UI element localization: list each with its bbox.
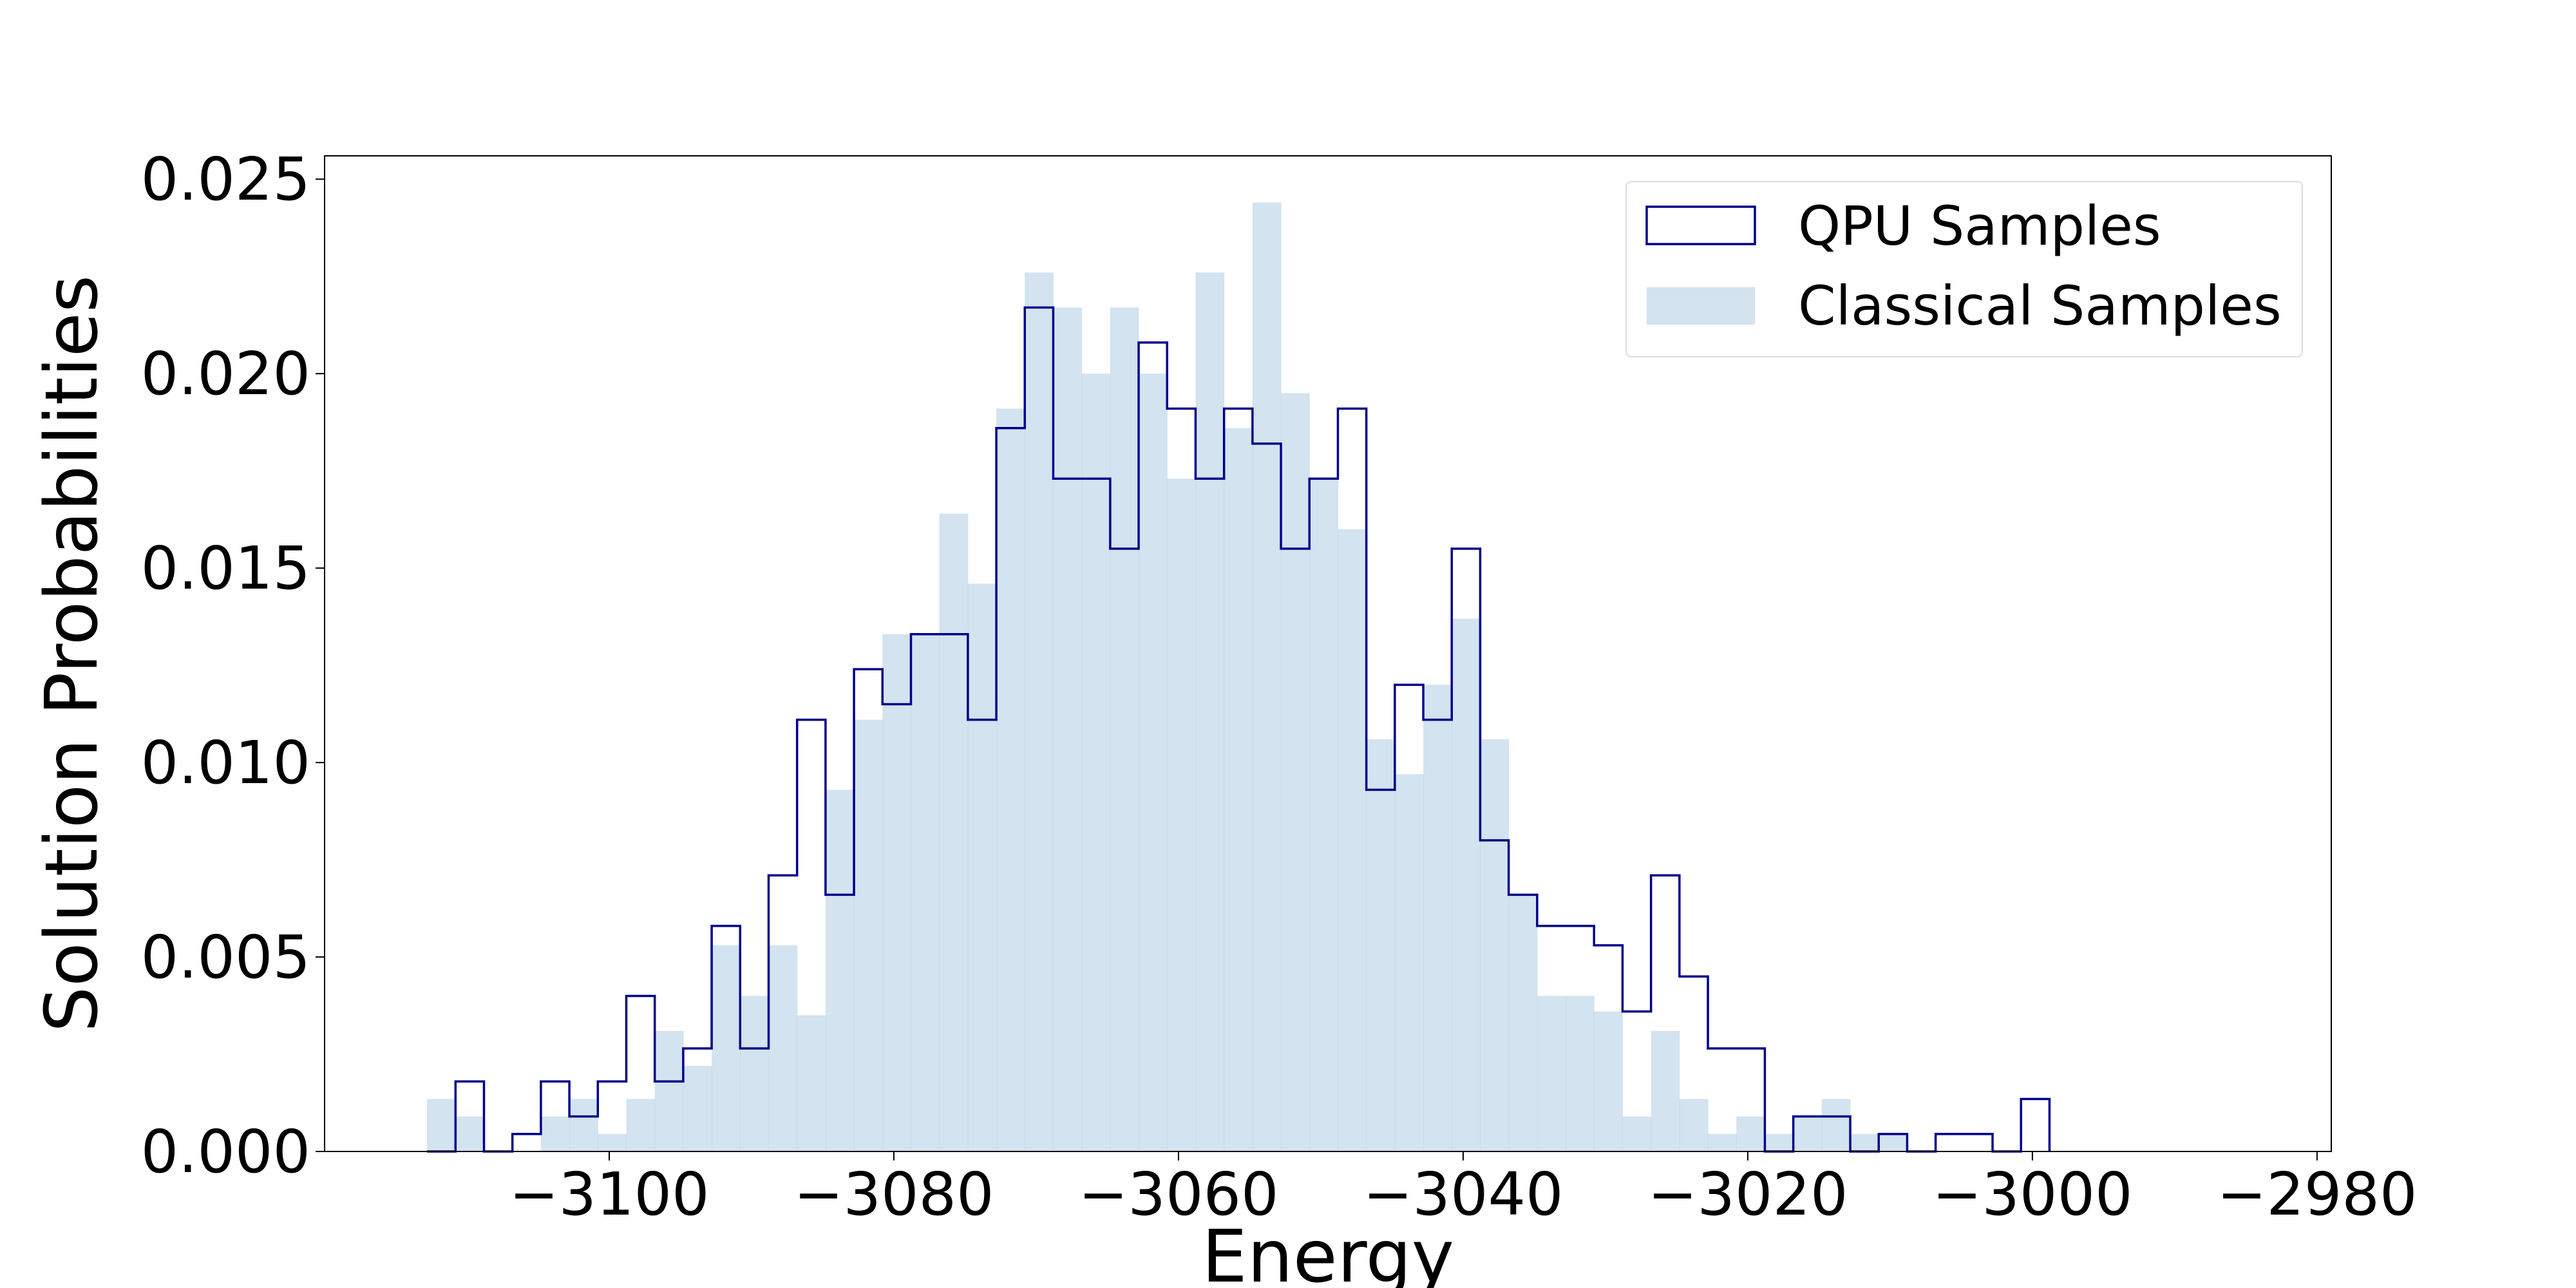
y-tick-label: 0.025 bbox=[141, 145, 310, 214]
classical-bar bbox=[1622, 1116, 1652, 1151]
y-tick-label: 0.000 bbox=[141, 1117, 310, 1186]
classical-bar bbox=[1736, 1116, 1765, 1151]
classical-bar bbox=[1708, 1133, 1737, 1151]
classical-bar bbox=[768, 945, 798, 1151]
classical-bar bbox=[967, 583, 997, 1151]
y-tick-label: 0.020 bbox=[141, 339, 310, 408]
x-tick-label: −3100 bbox=[509, 1160, 709, 1229]
classical-bar bbox=[712, 945, 741, 1151]
classical-bar bbox=[1679, 1099, 1709, 1151]
classical-bar bbox=[1252, 202, 1282, 1151]
classical-bar bbox=[1110, 307, 1139, 1151]
classical-bar bbox=[1394, 774, 1424, 1151]
classical-bar bbox=[1879, 1133, 1908, 1151]
y-tick-label: 0.015 bbox=[141, 534, 310, 603]
classical-bar bbox=[911, 634, 940, 1151]
classical-bar bbox=[1594, 1011, 1623, 1151]
x-tick-label: −3020 bbox=[1647, 1160, 1848, 1229]
classical-bar bbox=[1309, 478, 1338, 1151]
classical-bar bbox=[825, 790, 855, 1151]
classical-bar bbox=[598, 1133, 627, 1151]
classical-bar bbox=[1821, 1099, 1851, 1151]
classical-samples-bars bbox=[427, 202, 1908, 1151]
x-tick-label: −3040 bbox=[1363, 1160, 1563, 1229]
x-axis: −3100 −3080 −3060 −3040 −3020 −3000 −2980 bbox=[509, 1151, 2418, 1229]
classical-bar bbox=[683, 1066, 712, 1151]
classical-bar bbox=[1537, 996, 1566, 1151]
classical-bar bbox=[1423, 685, 1452, 1151]
y-axis: 0.000 0.005 0.010 0.015 0.020 0.025 bbox=[141, 145, 325, 1186]
x-tick-label: −2980 bbox=[2217, 1160, 2417, 1229]
classical-bar bbox=[996, 408, 1025, 1151]
classical-bar bbox=[939, 513, 969, 1151]
classical-bar bbox=[1195, 272, 1225, 1151]
classical-bar bbox=[1338, 529, 1367, 1151]
classical-bar bbox=[1452, 618, 1481, 1151]
classical-bar bbox=[1224, 428, 1253, 1151]
y-axis-title: Solution Probabilities bbox=[30, 275, 114, 1032]
classical-bar bbox=[427, 1099, 456, 1151]
classical-bar bbox=[654, 1030, 684, 1151]
classical-bar bbox=[540, 1116, 570, 1151]
classical-bar bbox=[1025, 272, 1054, 1151]
classical-bar bbox=[1139, 374, 1168, 1151]
classical-bar bbox=[1366, 739, 1396, 1151]
classical-bar bbox=[1850, 1133, 1879, 1151]
legend-swatch-classical bbox=[1647, 287, 1755, 325]
classical-bar bbox=[1765, 1133, 1794, 1151]
legend-label-qpu: QPU Samples bbox=[1798, 194, 2161, 258]
classical-bar bbox=[1167, 478, 1196, 1151]
y-tick-label: 0.005 bbox=[141, 923, 310, 992]
classical-bar bbox=[1566, 996, 1595, 1151]
classical-bar bbox=[1281, 393, 1310, 1151]
plot-area-frame bbox=[324, 155, 2332, 1152]
x-axis-title: Energy bbox=[1202, 1215, 1454, 1288]
x-tick-label: −3080 bbox=[793, 1160, 994, 1229]
classical-bar bbox=[569, 1099, 598, 1151]
legend-swatch-qpu bbox=[1645, 205, 1756, 245]
classical-bar bbox=[1480, 739, 1510, 1151]
classical-bar bbox=[1508, 895, 1538, 1151]
y-tick-label: 0.010 bbox=[141, 728, 310, 797]
x-tick-label: −3000 bbox=[1932, 1160, 2132, 1229]
legend-label-classical: Classical Samples bbox=[1798, 274, 2282, 337]
classical-bar bbox=[797, 1015, 826, 1151]
legend: QPU Samples Classical Samples bbox=[1625, 181, 2303, 357]
classical-bar bbox=[1081, 374, 1111, 1151]
classical-bar bbox=[1793, 1116, 1823, 1151]
legend-box bbox=[1625, 181, 2303, 357]
classical-bar bbox=[882, 634, 911, 1151]
classical-bar bbox=[854, 719, 883, 1151]
x-tick-label: −3060 bbox=[1078, 1160, 1278, 1229]
classical-bar bbox=[1053, 307, 1083, 1151]
classical-bar bbox=[455, 1116, 485, 1151]
classical-bar bbox=[626, 1099, 656, 1151]
classical-bar bbox=[1651, 1030, 1680, 1151]
classical-bar bbox=[740, 996, 769, 1151]
